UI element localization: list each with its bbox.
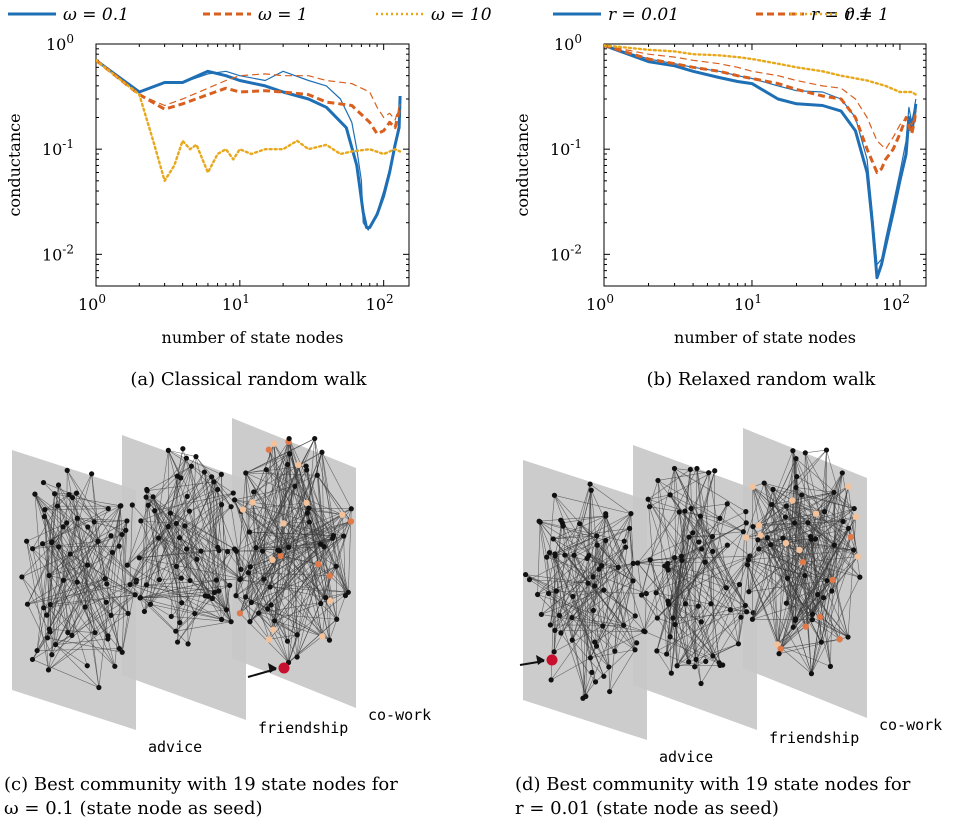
- network-caption-line2: ω = 0.1 (state node as seed): [4, 798, 263, 819]
- seed-node: [546, 654, 558, 666]
- x-tick-label: 100: [586, 292, 614, 314]
- legend-label: r = 0.01: [608, 5, 679, 25]
- chart-caption: (a) Classical random walk: [130, 369, 367, 390]
- network-nodes: [124, 446, 244, 647]
- seed-node: [278, 662, 290, 674]
- seed-arrow-head: [268, 663, 277, 673]
- plot-frame: [603, 43, 927, 287]
- chart-b: 100 101 102 100 10-1 10-2 number of state node…: [513, 5, 927, 390]
- series-line-0: [604, 44, 918, 280]
- x-axis-label: number of state nodes: [162, 328, 344, 347]
- y-tick-label: 100: [46, 32, 74, 54]
- series-line-3: [604, 44, 917, 150]
- network-nodes: [522, 481, 649, 701]
- x-tick-label: 101: [222, 292, 250, 314]
- network-panel: advice friendship co-work (c) Best communit…: [4, 418, 431, 819]
- network-nodes: [635, 465, 756, 687]
- layer-label-co-work: co-work: [879, 716, 942, 734]
- y-axis-label: conductance: [5, 113, 24, 216]
- y-tick-label: 10-1: [42, 137, 74, 159]
- legend-label: ω = 10: [431, 5, 492, 25]
- x-axis-label: number of state nodes: [674, 328, 856, 347]
- network-nodes: [19, 467, 140, 691]
- y-tick-label: 10-2: [42, 242, 74, 264]
- layer-plane: [122, 435, 246, 720]
- network-caption-line1: (c) Best community with 19 state nodes f…: [4, 774, 398, 795]
- plot-frame: [95, 43, 410, 287]
- network-panel: advice friendship co-work (d) Best communit…: [515, 428, 942, 819]
- series-line-1: [96, 59, 401, 231]
- y-tick-label: 100: [554, 32, 582, 54]
- y-tick-label: 10-2: [550, 242, 582, 264]
- network-caption-line1: (d) Best community with 19 state nodes f…: [515, 774, 911, 795]
- network-edges: [637, 468, 754, 684]
- layer-plane: [12, 450, 136, 730]
- x-tick-label: 101: [734, 292, 762, 314]
- series-line-4: [96, 59, 402, 183]
- series-line-0: [96, 59, 402, 229]
- legend-label: r = 1: [845, 5, 889, 25]
- y-axis-label: conductance: [513, 113, 532, 216]
- x-tick-label: 100: [78, 292, 106, 314]
- network-nodes: [742, 447, 863, 677]
- series-line-2: [96, 59, 402, 136]
- layer-label-advice: advice: [659, 748, 713, 766]
- seed-arrow-head: [536, 655, 545, 665]
- series-line-2: [604, 44, 918, 174]
- legend-label: ω = 1: [258, 5, 308, 25]
- layer-label-co-work: co-work: [368, 706, 431, 724]
- series-group: [604, 44, 918, 280]
- legend: r = 0.01 r = 0.1r = 1: [553, 5, 889, 25]
- legend: ω = 0.1 ω = 1 ω = 10: [8, 5, 492, 25]
- network-edges: [21, 470, 137, 688]
- legend-label: r = 0.1: [811, 5, 871, 25]
- y-tick-label: 10-1: [550, 137, 582, 159]
- legend-label: ω = 0.1: [63, 5, 129, 25]
- network-edges: [234, 438, 352, 663]
- x-tick-label: 102: [882, 292, 910, 314]
- chart-a: 100 101 102 100 10-1 10-2 number of state node…: [5, 5, 492, 390]
- chart-caption: (b) Relaxed random walk: [647, 369, 877, 390]
- series-line-1: [604, 44, 917, 266]
- network-nodes: [231, 435, 355, 666]
- layer-label-friendship: friendship: [769, 729, 859, 747]
- series-group: [96, 59, 402, 231]
- network-caption-line2: r = 0.01 (state node as seed): [515, 798, 779, 819]
- series-line-4: [604, 44, 917, 96]
- network-edges: [525, 483, 647, 699]
- x-tick-label: 102: [366, 292, 394, 314]
- layer-label-advice: advice: [148, 738, 202, 756]
- layer-label-friendship: friendship: [258, 719, 348, 737]
